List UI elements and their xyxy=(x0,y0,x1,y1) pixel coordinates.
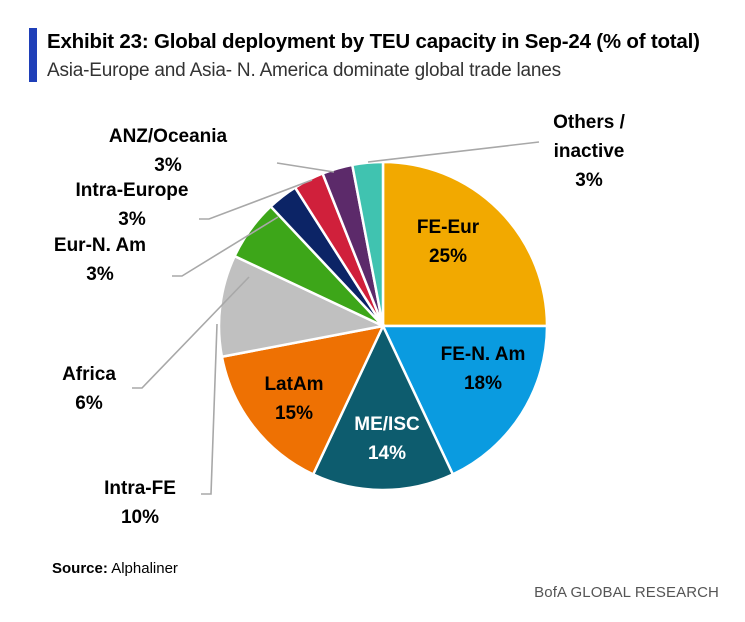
slice-label-anz-oceania: ANZ/Oceania 3% xyxy=(109,126,228,176)
title-accent-bar xyxy=(29,28,37,82)
slice-label-fe-eur: FE-Eur 25% xyxy=(417,217,480,267)
leader-line-intra-fe xyxy=(201,323,218,495)
pie-slice-fe-n-am xyxy=(381,324,549,477)
slice-label-fe-n-am: FE-N. Am 18% xyxy=(441,344,526,394)
chart-subtitle: Asia-Europe and Asia- N. America dominat… xyxy=(47,60,561,81)
source-note: Source: Alphaliner xyxy=(52,560,178,577)
slice-label-intra-fe: Intra-FE 10% xyxy=(104,478,176,528)
leader-line-eur-n-am xyxy=(172,216,279,277)
pie-slice-me-isc xyxy=(311,323,455,492)
chart-title: Exhibit 23: Global deployment by TEU cap… xyxy=(47,30,700,53)
leader-line-anz-oceania xyxy=(276,162,335,173)
leader-line-africa xyxy=(132,276,250,389)
slice-label-me-isc: ME/ISC 14% xyxy=(354,414,420,464)
brand-footer: BofA GLOBAL RESEARCH xyxy=(534,584,719,601)
slice-label-eur-n-am: Eur-N. Am 3% xyxy=(54,235,146,285)
pie-slice-latam xyxy=(220,324,386,477)
pie-slice-others-inactive xyxy=(350,160,385,327)
source-value: Alphaliner xyxy=(111,560,178,577)
slice-label-latam: LatAm 15% xyxy=(264,374,323,424)
source-label: Source: xyxy=(52,560,108,577)
slice-label-others-inactive: Others / inactive 3% xyxy=(553,112,626,191)
pie-slice-fe-eur xyxy=(381,160,549,328)
leader-line-others-inactive xyxy=(367,141,540,163)
leader-line-intra-europe xyxy=(199,179,313,220)
slice-label-africa: Africa 6% xyxy=(62,364,116,414)
slice-label-intra-europe: Intra-Europe 3% xyxy=(76,180,189,230)
pie-slice-intra-fe xyxy=(217,254,388,359)
